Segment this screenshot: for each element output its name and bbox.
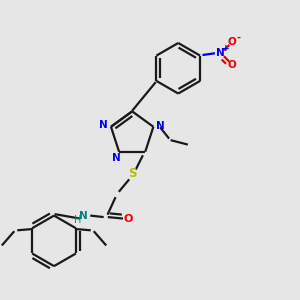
Text: N: N (156, 121, 165, 131)
Text: H: H (74, 215, 82, 225)
Text: O: O (228, 37, 237, 47)
Text: N: N (80, 211, 88, 220)
Text: O: O (124, 214, 133, 224)
Text: -: - (237, 33, 241, 43)
Text: O: O (228, 59, 237, 70)
Text: S: S (128, 167, 137, 181)
Text: N: N (112, 153, 121, 163)
Text: N: N (99, 120, 108, 130)
Text: N: N (216, 48, 225, 58)
Text: +: + (222, 44, 230, 53)
